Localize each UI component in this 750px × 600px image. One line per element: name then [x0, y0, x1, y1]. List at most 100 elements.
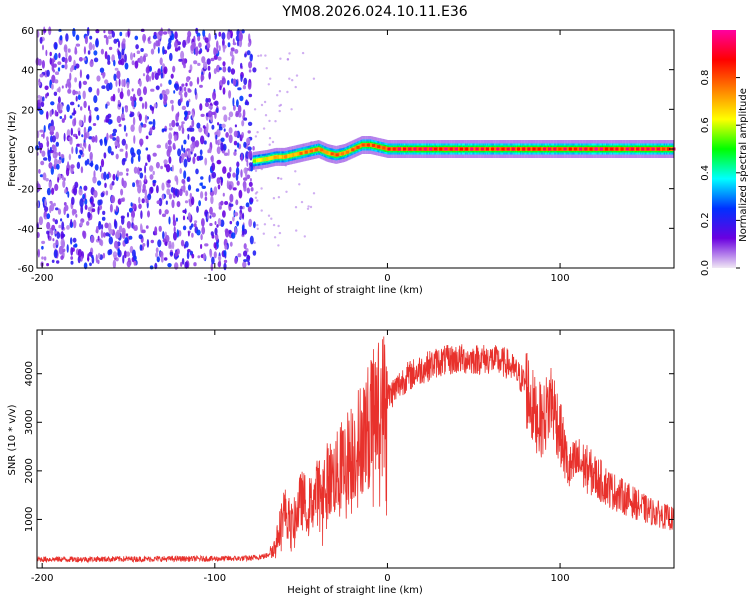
noise-blob: [226, 172, 231, 179]
track-peak: [563, 147, 567, 151]
noise-blob: [247, 255, 251, 260]
x-tick-label: 100: [551, 573, 570, 584]
noise-blob: [53, 202, 56, 207]
track-peak: [651, 147, 655, 151]
noise-blob: [64, 188, 67, 194]
track-segment: [566, 147, 568, 151]
noise-speck: [259, 54, 263, 57]
track-segment: [629, 147, 631, 151]
noise-blob: [104, 222, 109, 229]
noise-blob: [147, 64, 150, 73]
noise-blob: [232, 78, 237, 86]
noise-blob: [114, 67, 119, 71]
track-segment: [437, 147, 439, 151]
noise-blob: [121, 117, 126, 121]
track-segment: [619, 147, 621, 151]
track-segment: [509, 147, 511, 151]
track-segment: [339, 152, 341, 156]
track-segment: [386, 146, 388, 151]
noise-blob: [149, 174, 154, 180]
noise-blob: [252, 250, 257, 256]
noise-blob: [102, 73, 105, 79]
noise-blob: [181, 178, 186, 184]
noise-blob: [239, 212, 242, 220]
track-segment: [345, 150, 347, 155]
noise-blob: [58, 224, 62, 229]
noise-blob: [199, 155, 202, 161]
noise-blob: [49, 125, 54, 132]
noise-blob: [58, 86, 61, 93]
noise-blob: [60, 255, 64, 260]
noise-blob: [79, 69, 82, 79]
track-segment: [634, 147, 636, 151]
noise-blob: [208, 32, 211, 42]
noise-blob: [112, 173, 116, 181]
track-peak: [667, 147, 671, 151]
track-segment: [593, 147, 595, 151]
track-segment: [323, 149, 325, 154]
noise-blob: [72, 89, 76, 96]
noise-blob: [142, 183, 146, 192]
track-segment: [319, 147, 321, 152]
track-segment: [613, 147, 615, 151]
noise-blob: [139, 138, 144, 146]
noise-blob: [131, 88, 134, 92]
noise-blob: [84, 142, 87, 149]
noise-blob: [243, 77, 248, 86]
noise-blob: [82, 80, 88, 85]
noise-blob: [172, 213, 176, 223]
track-segment: [381, 145, 383, 150]
track-segment: [520, 147, 522, 151]
noise-speck: [267, 214, 271, 217]
noise-blob: [195, 188, 200, 192]
noise-blob: [236, 180, 240, 186]
noise-blob: [111, 181, 115, 186]
noise-blob: [222, 66, 227, 73]
snr-panel: -200 -100 0 100 1000 2000 3000 4000 Height of …: [7, 329, 675, 596]
track-segment: [308, 149, 310, 154]
noise-blob: [222, 106, 227, 111]
track-segment: [376, 144, 378, 149]
noise-blob: [112, 132, 116, 137]
noise-blob: [177, 148, 182, 157]
noise-blob: [222, 61, 226, 67]
noise-blob: [42, 131, 45, 139]
noise-blob: [228, 184, 232, 191]
noise-blob: [95, 38, 99, 48]
noise-speck: [291, 79, 294, 82]
noise-speck: [256, 227, 259, 230]
noise-blob: [119, 148, 124, 152]
noise-blob: [149, 127, 153, 135]
noise-blob: [180, 157, 184, 163]
noise-blob: [207, 213, 210, 220]
noise-blob: [120, 198, 125, 202]
noise-blob: [61, 118, 65, 123]
track-segment: [452, 147, 454, 151]
track-segment: [261, 157, 263, 162]
noise-speck: [279, 57, 282, 60]
noise-blob: [184, 261, 189, 269]
noise-blob: [53, 91, 58, 97]
track-peak: [480, 147, 484, 151]
noise-blob: [225, 132, 229, 138]
noise-blob: [54, 109, 57, 117]
track-segment: [504, 147, 506, 151]
noise-blob: [237, 87, 242, 91]
noise-blob: [138, 196, 141, 204]
track-segment: [468, 147, 470, 151]
noise-blob: [138, 113, 142, 122]
noise-blob: [118, 171, 123, 176]
noise-blob: [175, 122, 179, 127]
noise-blob: [133, 52, 136, 58]
noise-blob: [39, 129, 44, 133]
noise-blob: [125, 150, 128, 159]
noise-blob: [67, 191, 70, 198]
noise-blob: [145, 147, 149, 151]
track-peak: [252, 159, 256, 163]
noise-blob: [54, 71, 60, 75]
noise-blob: [133, 166, 138, 174]
track-segment: [505, 147, 507, 151]
noise-speck: [265, 67, 268, 70]
noise-blob: [124, 53, 127, 63]
noise-blob: [82, 193, 85, 200]
